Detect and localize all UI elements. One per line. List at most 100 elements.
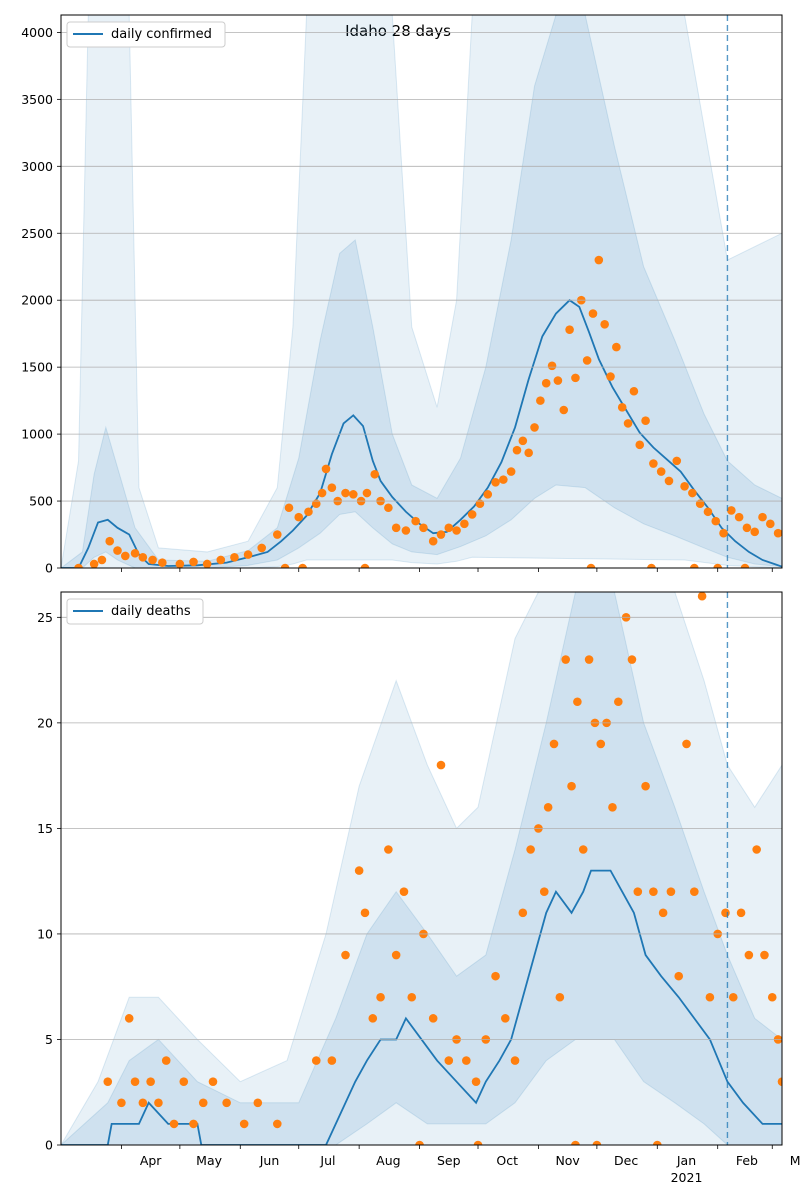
confirmed-observed-point bbox=[243, 550, 253, 559]
deaths-observed-point bbox=[311, 1056, 321, 1065]
deaths-observed-point bbox=[198, 1098, 208, 1108]
confirmed-observed-point bbox=[362, 488, 372, 498]
confirmed-observed-point bbox=[571, 373, 580, 383]
confirmed-observed-point bbox=[641, 416, 650, 426]
xtick-label: Nov bbox=[555, 1153, 580, 1168]
confirmed-observed-point bbox=[130, 548, 140, 558]
confirmed-observed-point bbox=[105, 536, 115, 546]
confirmed-observed-point bbox=[727, 506, 736, 515]
confirmed-uncertainty-band bbox=[61, 15, 782, 568]
deaths-observed-point bbox=[561, 655, 570, 664]
confirmed-observed-point bbox=[594, 255, 604, 265]
deaths-observed-point bbox=[682, 739, 691, 749]
deaths-observed-point bbox=[649, 887, 658, 897]
confirmed-observed-point bbox=[672, 456, 682, 466]
confirmed-observed-point bbox=[524, 448, 533, 458]
confirmed-observed-point bbox=[189, 557, 198, 567]
deaths-observed-point bbox=[399, 887, 409, 897]
confirmed-observed-point bbox=[475, 499, 485, 509]
confirmed-axes-frame bbox=[60, 14, 783, 569]
deaths-observed-point bbox=[592, 1140, 602, 1145]
deaths-observed-point bbox=[744, 950, 754, 960]
confirmed-observed-point bbox=[773, 528, 782, 538]
deaths-observed-point bbox=[539, 887, 549, 897]
confirmed-ytick-label: 3500 bbox=[21, 92, 53, 107]
confirmed-observed-point bbox=[491, 478, 500, 487]
confirmed-observed-point bbox=[444, 523, 454, 533]
confirmed-observed-point bbox=[547, 361, 557, 371]
deaths-observed-point bbox=[526, 845, 535, 854]
xtick-label: Apr bbox=[140, 1153, 162, 1168]
confirmed-observed-point bbox=[536, 396, 545, 405]
deaths-observed-point bbox=[760, 950, 769, 960]
deaths-ytick-label: 0 bbox=[45, 1138, 53, 1153]
deaths-observed-point bbox=[666, 887, 676, 897]
confirmed-observed-point bbox=[617, 403, 627, 412]
confirmed-observed-point bbox=[202, 559, 212, 568]
deaths-observed-point bbox=[728, 992, 738, 1002]
confirmed-observed-point bbox=[411, 516, 420, 526]
confirmed-observed-point bbox=[121, 551, 130, 561]
confirmed-observed-point bbox=[138, 552, 148, 562]
xtick-label: Jun bbox=[259, 1153, 280, 1168]
xtick-label: Dec bbox=[614, 1153, 638, 1168]
deaths-observed-point bbox=[608, 802, 617, 812]
confirmed-plot-area bbox=[61, 15, 782, 568]
deaths-observed-point bbox=[491, 971, 500, 981]
confirmed-observed-point bbox=[582, 356, 592, 365]
xtick-label: Sep bbox=[437, 1153, 461, 1168]
confirmed-observed-point bbox=[612, 342, 621, 352]
confirmed-observed-point bbox=[649, 459, 658, 468]
confirmed-observed-point bbox=[257, 543, 267, 553]
confirmed-observed-point bbox=[656, 467, 666, 476]
confirmed-observed-point bbox=[688, 488, 697, 498]
confirmed-observed-point bbox=[74, 563, 83, 568]
confirmed-observed-point bbox=[419, 523, 428, 533]
confirmed-observed-point bbox=[370, 469, 380, 479]
confirmed-observed-point bbox=[711, 516, 721, 526]
confirmed-observed-point bbox=[321, 464, 331, 474]
confirmed-observed-point bbox=[750, 527, 760, 537]
deaths-observed-point bbox=[584, 655, 594, 664]
deaths-ytick-label: 5 bbox=[45, 1032, 53, 1047]
deaths-observed-point bbox=[652, 1140, 662, 1145]
deaths-observed-point bbox=[627, 655, 637, 664]
deaths-observed-point bbox=[130, 1077, 140, 1086]
deaths-observed-point bbox=[690, 887, 699, 897]
confirmed-ytick-label: 500 bbox=[29, 494, 53, 509]
deaths-observed-point bbox=[567, 781, 576, 791]
deaths-observed-point bbox=[189, 1119, 198, 1129]
deaths-observed-point bbox=[596, 739, 606, 749]
deaths-observed-point bbox=[555, 992, 565, 1002]
confirmed-observed-point bbox=[384, 503, 393, 513]
confirmed-observed-point bbox=[360, 563, 370, 568]
confirmed-uncertainty-band bbox=[61, 15, 782, 568]
deaths-observed-point bbox=[179, 1077, 189, 1086]
deaths-observed-point bbox=[169, 1119, 179, 1129]
confirmed-observed-point bbox=[317, 488, 327, 498]
confirmed-observed-point bbox=[483, 490, 493, 499]
deaths-observed-point bbox=[697, 592, 707, 601]
deaths-observed-point bbox=[376, 992, 385, 1002]
confirmed-observed-point bbox=[348, 490, 358, 499]
confirmed-observed-point bbox=[230, 552, 239, 562]
confirmed-observed-point bbox=[680, 482, 689, 491]
confirmed-ytick-label: 4000 bbox=[21, 25, 53, 40]
confirmed-observed-point bbox=[304, 507, 313, 517]
deaths-observed-point bbox=[578, 845, 588, 854]
deaths-observed-point bbox=[633, 887, 643, 897]
deaths-observed-point bbox=[518, 908, 528, 918]
confirmed-observed-point bbox=[553, 376, 563, 385]
confirmed-observed-point bbox=[273, 530, 282, 539]
confirmed-observed-point bbox=[740, 563, 750, 568]
confirmed-observed-point bbox=[97, 555, 107, 565]
confirmed-observed-point bbox=[647, 563, 656, 568]
confirmed-observed-point bbox=[294, 512, 304, 522]
deaths-observed-point bbox=[146, 1077, 155, 1086]
confirmed-observed-point bbox=[719, 528, 728, 538]
deaths-ytick-label: 25 bbox=[37, 610, 53, 625]
xtick-label: Jan bbox=[676, 1153, 696, 1168]
confirmed-observed-point bbox=[113, 546, 122, 555]
deaths-observed-point bbox=[641, 781, 650, 791]
